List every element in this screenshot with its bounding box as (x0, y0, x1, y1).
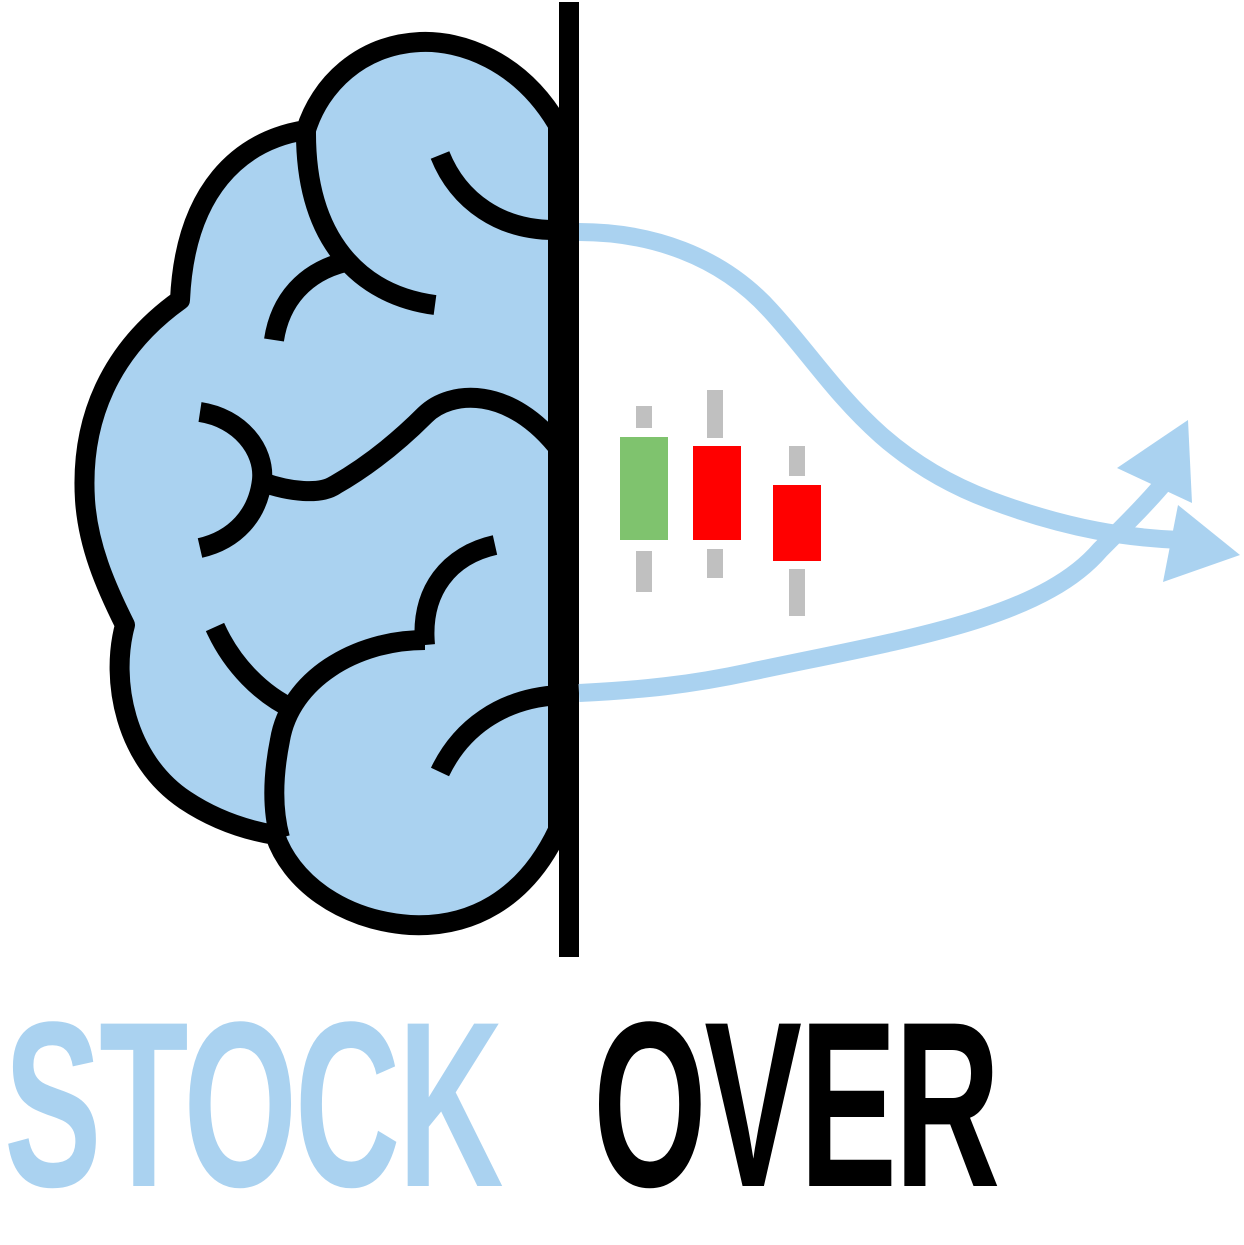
candlestick-icon (620, 390, 821, 616)
arrowhead-upper (1117, 420, 1192, 503)
logo-graphic (74, 2, 1240, 957)
arrow-icon (578, 223, 1181, 702)
wordmark-stock: STOCK (4, 973, 504, 1237)
brain-icon (74, 2, 579, 957)
center-divider (559, 2, 579, 957)
wordmark: STOCK OVER (0, 985, 1244, 1225)
arrowhead-lower (1163, 505, 1240, 582)
wordmark-over: OVER (593, 973, 1000, 1237)
